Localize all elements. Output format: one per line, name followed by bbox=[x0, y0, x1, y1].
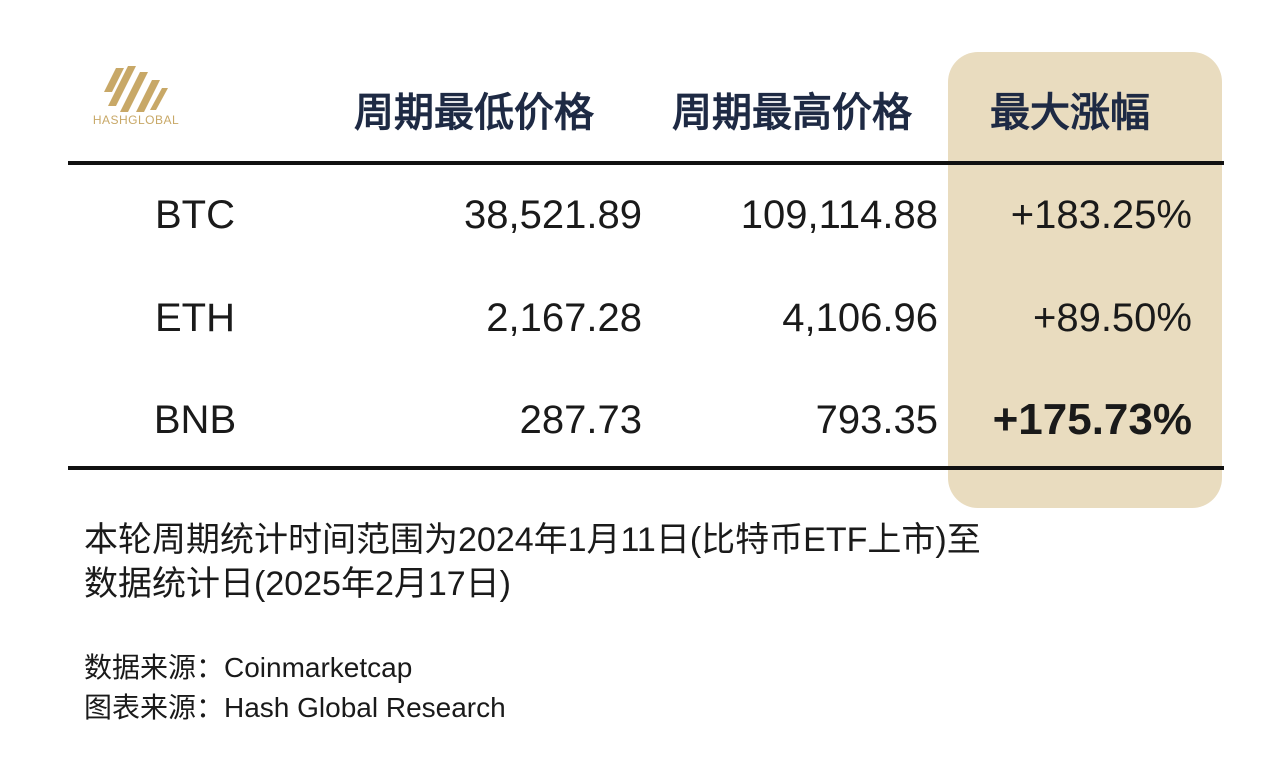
header-low-price: 周期最低价格 bbox=[354, 91, 594, 135]
highlight-column-background bbox=[948, 52, 1222, 508]
bottom-divider bbox=[68, 466, 1224, 470]
high-price: 793.35 bbox=[815, 398, 938, 442]
hashglobal-logo-icon bbox=[104, 66, 168, 112]
chart-source: 图表来源：Hash Global Research bbox=[84, 692, 506, 723]
asset-label: ETH bbox=[155, 296, 235, 340]
high-price: 4,106.96 bbox=[782, 296, 938, 340]
high-price: 109,114.88 bbox=[740, 193, 938, 237]
note-line-1: 本轮周期统计时间范围为2024年1月11日(比特币ETF上市)至 bbox=[84, 521, 981, 559]
low-price: 38,521.89 bbox=[464, 193, 642, 237]
max-gain: +183.25% bbox=[1010, 193, 1192, 237]
note-line-2: 数据统计日(2025年2月17日) bbox=[84, 565, 512, 603]
low-price: 287.73 bbox=[519, 398, 642, 442]
header-high-price: 周期最高价格 bbox=[672, 91, 912, 135]
data-source: 数据来源：Coinmarketcap bbox=[84, 652, 413, 683]
header-divider bbox=[68, 161, 1224, 165]
logo-text: HASHGLOBAL bbox=[92, 113, 180, 127]
header-max-gain: 最大涨幅 bbox=[990, 91, 1150, 135]
low-price: 2,167.28 bbox=[486, 296, 642, 340]
max-gain: +89.50% bbox=[1032, 296, 1192, 340]
asset-label: BNB bbox=[153, 398, 237, 442]
max-gain-emphasized: +175.73% bbox=[992, 395, 1192, 444]
asset-label: BTC bbox=[155, 193, 235, 237]
